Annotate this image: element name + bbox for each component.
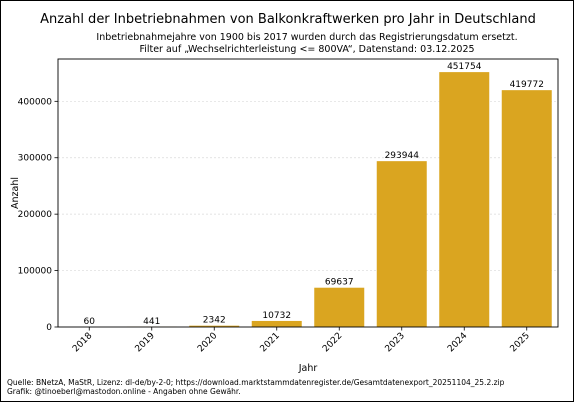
x-tick-label: 2019 [134,331,157,354]
bar-value-label: 451754 [447,62,482,72]
bar-2021 [252,321,302,327]
bar-value-label: 10732 [262,311,291,321]
x-tick-label: 2025 [509,331,532,354]
bar-value-label: 441 [143,317,160,327]
bar-2025 [502,90,552,327]
y-tick-label: 100000 [18,267,53,277]
x-tick-label: 2024 [446,331,469,354]
x-tick-label: 2020 [196,331,219,354]
x-axis-ticks: 2018 2019 2020 2021 2022 2023 2024 2025 [71,327,532,354]
bar-value-label: 2342 [203,316,226,326]
bars [64,72,552,327]
chart-subtitle-line-2: Filter auf „Wechselrichterleistung <= 80… [139,44,474,55]
y-tick-label: 300000 [18,154,53,164]
bar-value-label: 69637 [325,278,354,288]
y-tick-label: 0 [46,323,52,333]
bar-value-label: 293944 [385,151,420,161]
footer-source: Quelle: BNetzA, MaStR, Lizenz: dl-de/by-… [7,378,505,387]
bar-value-label: 419772 [510,80,544,90]
bar-2022 [314,288,364,327]
bar-2024 [439,72,489,327]
y-tick-label: 400000 [18,97,53,107]
x-tick-label: 2023 [384,331,407,354]
footer-credit: Grafik: @tinoeberl@mastodon.online - Ang… [7,387,241,396]
bar-value-label: 60 [84,317,96,327]
x-tick-label: 2022 [321,331,344,354]
chart-subtitle-line-1: Inbetriebnahmejahre von 1900 bis 2017 wu… [96,32,517,43]
chart-title: Anzahl der Inbetriebnahmen von Balkonkra… [40,12,536,27]
x-tick-label: 2018 [71,331,94,354]
bar-2023 [377,161,427,327]
x-tick-label: 2021 [259,331,282,354]
y-axis-ticks: 0 100000 200000 300000 400000 [18,97,58,333]
y-tick-label: 200000 [18,210,53,220]
x-axis-label: Jahr [298,363,318,374]
y-axis-label: Anzahl [10,177,21,209]
